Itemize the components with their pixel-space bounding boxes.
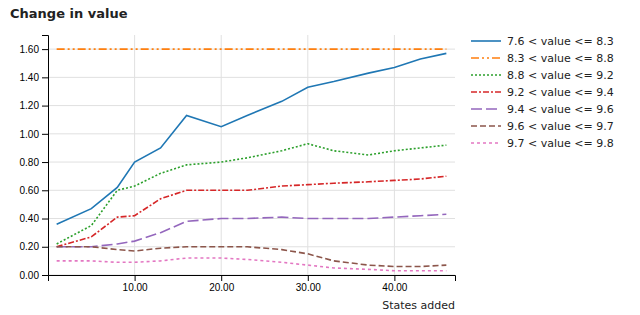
grid-line-x [134, 35, 135, 275]
lines [57, 49, 447, 271]
series-line [57, 247, 447, 267]
series-line [57, 144, 447, 244]
x-tick-mark [135, 275, 136, 281]
grid-line-x [221, 35, 222, 275]
grid [48, 35, 455, 275]
series-line [57, 53, 447, 224]
y-tick: 0.60 [20, 185, 48, 196]
y-tick-mark [42, 106, 48, 107]
y-tick-mark [42, 275, 48, 276]
grid-line-y [48, 77, 455, 78]
legend: 7.6 < value <= 8.3 8.3 < value <= 8.8 8.8 … [471, 35, 614, 150]
legend-label: 9.2 < value <= 9.4 [507, 86, 614, 99]
x-axis-title: States added [382, 299, 455, 312]
y-tick: 0.20 [20, 241, 48, 252]
y-tick-label: 0.00 [20, 270, 40, 281]
series-line [57, 214, 447, 246]
y-tick-label: 1.60 [20, 44, 40, 55]
y-tick-label: 0.60 [20, 185, 40, 196]
y-tick-label: 1.00 [20, 129, 40, 140]
legend-label: 9.4 < value <= 9.6 [507, 103, 614, 116]
legend-label: 8.3 < value <= 8.8 [507, 52, 614, 65]
legend-label: 8.8 < value <= 9.2 [507, 69, 614, 82]
y-tick-mark [42, 49, 48, 50]
legend-swatch [471, 74, 501, 76]
x-tick: 10.00 [123, 275, 148, 293]
x-tick-mark [221, 275, 222, 281]
grid-line-y [48, 133, 455, 134]
x-tick-label: 20.00 [209, 282, 234, 293]
legend-item: 9.4 < value <= 9.6 [471, 103, 614, 116]
y-tick: 1.00 [20, 129, 48, 140]
chart: 10.00 20.00 30.00 40.00 0.00 0.20 0.40 0.60 0.80… [0, 0, 640, 315]
legend-item: 7.6 < value <= 8.3 [471, 35, 614, 48]
grid-line-y [48, 162, 455, 163]
x-tick-label: 30.00 [296, 282, 321, 293]
series-line [57, 176, 447, 247]
legend-swatch [471, 142, 501, 144]
series-line [57, 48, 447, 50]
y-tick-label: 0.20 [20, 241, 40, 252]
series-line [57, 258, 447, 271]
x-tick-mark [394, 275, 395, 281]
grid-line-x [394, 35, 395, 275]
grid-line-y [48, 246, 455, 247]
legend-swatch [471, 57, 501, 59]
y-tick: 1.20 [20, 100, 48, 111]
x-tick: 40.00 [382, 275, 407, 293]
title: Change in value [10, 6, 128, 21]
y-tick-mark [42, 190, 48, 191]
legend-label: 9.7 < value <= 9.8 [507, 137, 614, 150]
y-tick-mark [42, 77, 48, 78]
y-tick-label: 0.40 [20, 213, 40, 224]
grid-line-y [48, 49, 455, 50]
legend-label: 7.6 < value <= 8.3 [507, 35, 614, 48]
x-tick-label: 10.00 [123, 282, 148, 293]
y-axis-line [42, 36, 49, 276]
legend-swatch [471, 108, 501, 110]
legend-item: 8.8 < value <= 9.2 [471, 69, 614, 82]
y-axis: 0.00 0.20 0.40 0.60 0.80 1.00 1.20 1.40 1.60 [20, 36, 49, 281]
y-tick: 0.00 [20, 270, 48, 281]
x-tick-mark [308, 275, 309, 281]
y-tick: 0.80 [20, 157, 48, 168]
legend-item: 8.3 < value <= 8.8 [471, 52, 614, 65]
y-tick-label: 1.20 [20, 100, 40, 111]
x-tick: 30.00 [296, 275, 321, 293]
legend-item: 9.2 < value <= 9.4 [471, 86, 614, 99]
y-tick-mark [42, 219, 48, 220]
grid-line-y [48, 105, 455, 106]
x-tick-label: 40.00 [382, 282, 407, 293]
plot: 10.00 20.00 30.00 40.00 0.00 0.20 0.40 0.60 0.80… [20, 35, 456, 312]
y-tick-label: 0.80 [20, 157, 40, 168]
y-tick-mark [42, 134, 48, 135]
legend-item: 9.6 < value <= 9.7 [471, 120, 614, 133]
y-tick: 1.40 [20, 72, 48, 83]
y-tick-mark [42, 162, 48, 163]
legend-swatch [471, 40, 501, 42]
y-tick: 1.60 [20, 44, 48, 55]
legend-label: 9.6 < value <= 9.7 [507, 120, 614, 133]
y-tick: 0.40 [20, 213, 48, 224]
legend-item: 9.7 < value <= 9.8 [471, 137, 614, 150]
x-axis-line [49, 276, 456, 282]
y-tick-label: 1.40 [20, 72, 40, 83]
legend-swatch [471, 91, 501, 93]
x-tick: 20.00 [209, 275, 234, 293]
grid-line-x [307, 35, 308, 275]
y-tick-mark [42, 247, 48, 248]
x-axis: 10.00 20.00 30.00 40.00 [49, 275, 456, 293]
legend-swatch [471, 125, 501, 127]
